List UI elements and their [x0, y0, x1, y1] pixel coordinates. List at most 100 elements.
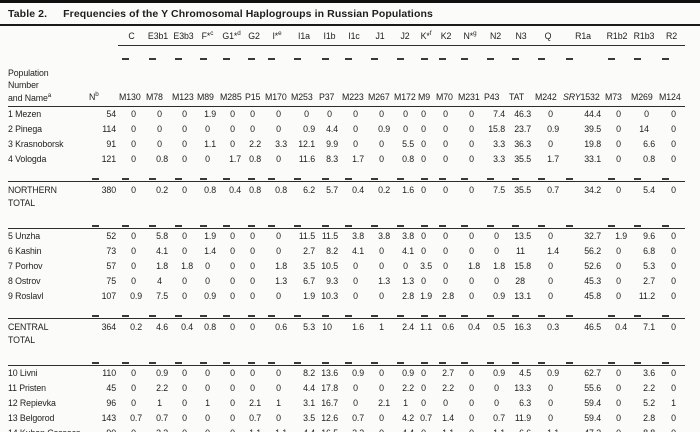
footnote-marker: g — [473, 30, 477, 38]
frequency-value: 1.8 — [275, 261, 287, 271]
rule-tick — [248, 225, 255, 227]
frequency-total-value: 0.4 — [615, 322, 627, 332]
frequency-total-value: 0 — [230, 322, 235, 332]
frequency-value: 15.8 — [488, 124, 505, 134]
rule-tick — [268, 58, 275, 60]
frequency-value: 0 — [182, 368, 187, 378]
frequency-value: 0 — [421, 139, 426, 149]
frequency-value: 0 — [616, 109, 621, 119]
frequency-value: 0 — [469, 246, 474, 256]
stub-line: Number — [8, 80, 39, 90]
marker-header-row: Nb M130 M78 M123 M89 M285 P15 M170 M253 P37 M223 M2… — [8, 60, 685, 107]
haplogroup-label: E3b3 — [173, 31, 194, 41]
spanner-rule-cell — [219, 45, 244, 60]
frequency-value: 0 — [379, 246, 384, 256]
rule-tick — [92, 362, 99, 364]
separator-cell — [244, 304, 264, 319]
frequency-value: 0 — [230, 109, 235, 119]
haplogroup-label: I1a — [298, 31, 310, 41]
n-value: 110 — [102, 368, 116, 378]
frequency-value: 0 — [671, 276, 676, 286]
frequency-total-value: 1 — [379, 322, 384, 332]
frequency-total-value: 0.4 — [352, 185, 364, 195]
frequency-value: 0.7 — [156, 413, 168, 423]
separator-cell — [244, 214, 264, 229]
frequency-value: 1.9 — [420, 291, 432, 301]
frequency-value: 7.4 — [493, 109, 505, 119]
separator-cell — [367, 304, 393, 319]
frequency-value: 1.8 — [493, 261, 505, 271]
haplogroup-header: R1a — [562, 26, 604, 46]
frequency-value: 3.1 — [303, 398, 315, 408]
frequency-value: 0 — [443, 139, 448, 149]
population-row: 4 Vologda 121 0 0.8 0 0 1.7 0.8 0 11.6 8.3 1.7 0 0.8 0… — [8, 152, 685, 167]
frequency-value: 13.1 — [514, 291, 531, 301]
frequency-value: 0 — [616, 261, 621, 271]
frequency-total-value: 0 — [671, 322, 676, 332]
frequency-value: 0 — [403, 261, 408, 271]
frequency-total-value: 0.8 — [204, 185, 216, 195]
rule-tick — [608, 315, 615, 317]
rule-tick — [92, 225, 99, 227]
marker-header: M172 — [393, 60, 417, 107]
rule-tick — [268, 315, 275, 317]
frequency-total-value: 0 — [616, 185, 621, 195]
frequency-value: 3.3 — [493, 139, 505, 149]
frequency-value: 0.9 — [547, 368, 559, 378]
separator-cell — [171, 304, 196, 319]
frequency-value: 0 — [182, 383, 187, 393]
rule-tick — [608, 225, 615, 227]
frequency-value: 0 — [616, 124, 621, 134]
haplogroup-header: I1c — [341, 26, 367, 46]
rule-tick — [487, 315, 494, 317]
rule-tick — [421, 362, 428, 364]
frequency-value: 0 — [548, 276, 553, 286]
spanner-rule-cell — [145, 45, 171, 60]
frequency-total-value: 0 — [671, 185, 676, 195]
separator-cell — [630, 167, 658, 182]
rule-tick — [149, 225, 156, 227]
rule-tick — [149, 178, 156, 180]
frequency-value: 0 — [196, 426, 219, 432]
haplogroup-header: J2 — [393, 26, 417, 46]
rule-tick — [397, 58, 404, 60]
rule-tick — [397, 315, 404, 317]
haplogroup-label: I1c — [348, 31, 360, 41]
separator-cell — [417, 304, 435, 319]
table-body: 1 Mezen 54 0 0 0 1.9 0 0 0 0 0 0 0 0 0 0 0 7.4 46.3 0 44.4 0 0… — [8, 107, 685, 432]
population-name: 7 Porhov — [8, 261, 43, 271]
haplogroup-header: E3b1 — [145, 26, 171, 46]
rule-tick — [371, 362, 378, 364]
frequency-value: 0 — [379, 291, 384, 301]
separator-cell — [290, 214, 318, 229]
frequency-total-value: 2.4 — [402, 322, 414, 332]
haplogroup-header: N*g — [457, 26, 483, 46]
frequency-value: 0 — [304, 109, 309, 119]
separator-cell — [367, 214, 393, 229]
separator-cell — [457, 351, 483, 366]
haplogroup-header: G1*d — [219, 26, 244, 46]
marker-header: TAT — [508, 60, 534, 107]
frequency-value: 0 — [230, 398, 235, 408]
frequency-value: 0 — [604, 426, 630, 432]
frequency-value: 0 — [671, 109, 676, 119]
frequency-value: 4 — [157, 276, 162, 286]
frequency-value: 0 — [443, 109, 448, 119]
marker-header: SRY1532 — [562, 60, 604, 107]
separator-cell — [457, 214, 483, 229]
n-value: 91 — [106, 139, 116, 149]
section-total-row: CENTRAL TOTAL 364 0.2 4.6 0.4 0.8 0 0 0.6 5.3 10 1.6… — [8, 319, 685, 352]
frequency-value: 0 — [548, 231, 553, 241]
frequency-total-value: 0.6 — [275, 322, 287, 332]
frequency-value: 0 — [182, 246, 187, 256]
frequency-value: 0 — [494, 231, 499, 241]
frequency-value: 0 — [469, 291, 474, 301]
n-column-spacer — [88, 26, 118, 46]
frequency-total-value: 5.7 — [326, 185, 338, 195]
separator-cell — [118, 214, 145, 229]
spanner-rule-cell — [244, 45, 264, 60]
spanner-rule-cell — [318, 45, 341, 60]
haplogroup-label: J2 — [400, 31, 410, 41]
spanner-rule-cell — [457, 45, 483, 60]
frequency-value: 0 — [616, 398, 621, 408]
